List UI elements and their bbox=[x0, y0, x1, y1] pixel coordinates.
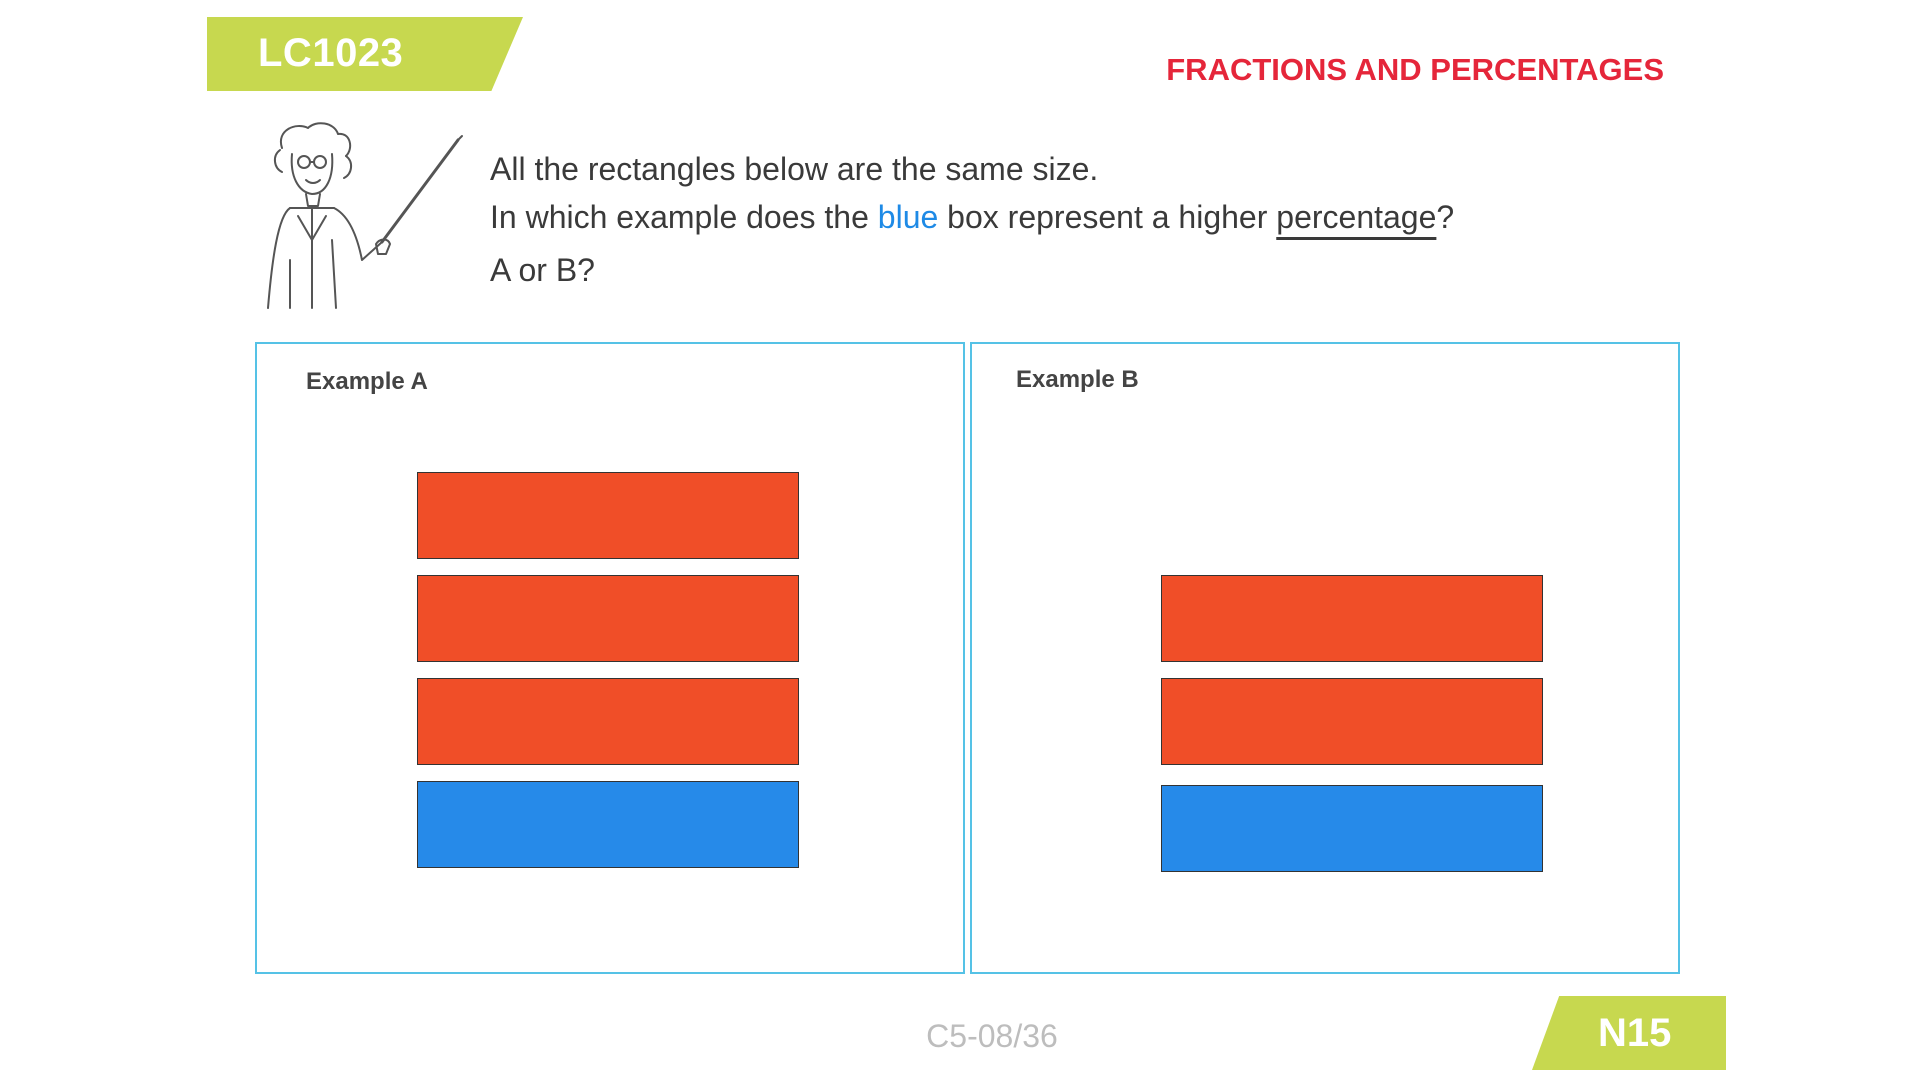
blue-box bbox=[1161, 785, 1543, 872]
lesson-code: LC1023 bbox=[258, 31, 404, 75]
red-box bbox=[1161, 678, 1543, 765]
blue-box bbox=[417, 781, 799, 868]
example-b-label: Example B bbox=[1016, 366, 1139, 393]
question-line-3: A or B? bbox=[490, 251, 595, 288]
level-code: N15 bbox=[1598, 1011, 1672, 1055]
example-a-boxes bbox=[257, 344, 963, 972]
page-number: C5-08/36 bbox=[926, 1018, 1058, 1054]
question-line-2-start: In which example does the bbox=[490, 199, 878, 236]
blue-word: blue bbox=[877, 199, 939, 236]
question-line-1: All the rectangles below are the same si… bbox=[490, 151, 1099, 187]
question-mark: ? bbox=[1436, 199, 1455, 236]
example-b-boxes bbox=[972, 344, 1678, 972]
example-a-label: Example A bbox=[306, 368, 428, 395]
red-box bbox=[417, 575, 799, 662]
question-text: All the rectangles below are the same si… bbox=[490, 150, 1454, 289]
example-a-panel: Example A bbox=[255, 342, 965, 974]
question-line-2-middle: box represent a higher bbox=[938, 199, 1277, 236]
red-box bbox=[417, 472, 799, 559]
lesson-code-badge bbox=[207, 17, 523, 91]
question-line-2: In which example does the blue box repre… bbox=[490, 198, 1454, 236]
level-badge bbox=[1532, 996, 1726, 1070]
teacher-with-pointer-icon bbox=[267, 122, 463, 309]
red-box bbox=[417, 678, 799, 765]
example-b-panel: Example B bbox=[970, 342, 1680, 974]
percentage-word: percentage bbox=[1276, 199, 1437, 236]
topic-title: FRACTIONS AND PERCENTAGES bbox=[1166, 52, 1664, 87]
red-box bbox=[1161, 575, 1543, 662]
